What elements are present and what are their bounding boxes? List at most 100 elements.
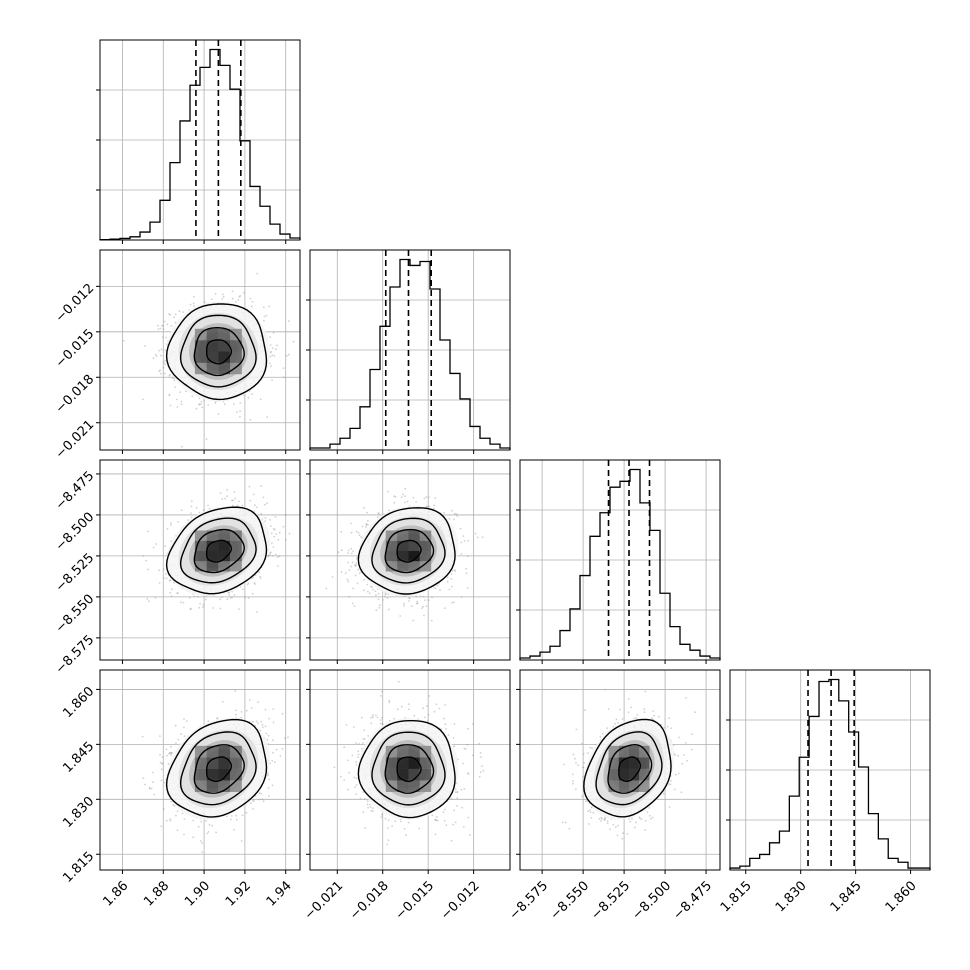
scatter-point	[238, 608, 240, 610]
scatter-point	[152, 546, 155, 549]
y-tick-label: 1.815	[60, 849, 97, 886]
scatter-point	[638, 816, 641, 819]
scatter-point	[201, 842, 203, 844]
scatter-point	[584, 709, 586, 712]
scatter-point	[388, 719, 391, 722]
scatter-point	[453, 723, 456, 725]
scatter-point	[352, 587, 355, 590]
scatter-point	[355, 562, 358, 565]
histogram-panel-1	[96, 39, 301, 244]
scatter-point	[193, 304, 196, 307]
contour-line	[193, 327, 245, 377]
scatter-point	[466, 555, 469, 558]
scatter-point	[357, 750, 360, 753]
scatter-point	[160, 779, 163, 782]
scatter-point	[384, 593, 387, 596]
scatter-point	[670, 727, 672, 730]
scatter-point	[265, 314, 268, 317]
scatter-point	[268, 305, 270, 308]
scatter-point	[157, 324, 159, 327]
density-bin	[397, 550, 409, 562]
scatter-point	[403, 827, 406, 830]
scatter-point	[402, 493, 404, 496]
density-bin	[608, 745, 619, 758]
scatter-point	[233, 403, 235, 405]
scatter-point	[443, 511, 445, 514]
scatter-point	[352, 550, 354, 552]
scatter-point	[162, 324, 165, 327]
scatter-point	[412, 496, 415, 499]
scatter-point	[456, 790, 459, 793]
scatter-point	[142, 555, 145, 557]
scatter-point	[433, 507, 435, 510]
scatter-point	[249, 418, 252, 421]
scatter-point	[170, 800, 173, 803]
scatter-point	[405, 834, 407, 837]
scatter-point	[233, 491, 236, 493]
scatter-point	[219, 598, 222, 601]
density-bins	[194, 745, 242, 792]
scatter-point	[463, 747, 466, 750]
scatter-point	[243, 291, 245, 294]
scatter-point	[174, 321, 177, 324]
scatter-point	[375, 609, 378, 612]
scatter-point	[207, 831, 210, 833]
scatter-point	[241, 504, 244, 507]
scatter-point	[478, 742, 480, 745]
scatter-point	[154, 353, 157, 356]
scatter-point	[163, 808, 165, 810]
scatter-point	[583, 761, 586, 764]
scatter-point	[467, 727, 469, 730]
scatter-point	[261, 798, 264, 800]
scatter-point	[382, 599, 384, 601]
scatter-point	[588, 809, 591, 811]
density-bin	[218, 768, 231, 781]
scatter-point	[189, 596, 191, 599]
scatter-point	[634, 826, 636, 829]
scatter-point	[176, 829, 179, 832]
scatter-point	[267, 734, 270, 737]
density-bin	[218, 340, 231, 352]
scatter-point	[219, 492, 222, 494]
scatter-point	[682, 754, 685, 756]
density-bin	[397, 745, 409, 758]
x-tick-label: 1.860	[883, 878, 920, 915]
density-bin	[230, 540, 242, 551]
scatter-point	[260, 512, 263, 515]
density-bin	[639, 768, 650, 781]
density-bin	[408, 745, 420, 758]
scatter-point	[205, 819, 207, 822]
scatter-point	[364, 798, 366, 800]
scatter-point	[353, 776, 356, 779]
scatter-point	[428, 505, 430, 508]
scatter-point	[371, 714, 374, 717]
contour-line	[396, 756, 422, 783]
scatter-point	[467, 816, 470, 819]
scatter-point	[269, 336, 272, 339]
scatter-point	[691, 733, 693, 736]
scatter-point	[181, 812, 184, 815]
scatter-point	[199, 602, 202, 605]
scatter-point	[190, 512, 192, 514]
x-tick-label: −8.525	[589, 878, 634, 923]
scatter-point	[454, 570, 457, 572]
scatter-point	[248, 699, 251, 701]
scatter-point	[161, 762, 164, 765]
scatter-point	[197, 595, 199, 598]
scatter-point	[288, 320, 290, 322]
scatter-point	[235, 818, 238, 821]
density-panel-1-4	[96, 669, 301, 874]
scatter-point	[614, 722, 616, 725]
scatter-point	[355, 764, 358, 766]
scatter-point	[165, 336, 168, 339]
scatter-point	[604, 817, 606, 820]
scatter-point	[166, 528, 169, 530]
scatter-point	[155, 355, 158, 358]
scatter-point	[592, 811, 595, 814]
scatter-point	[266, 502, 268, 504]
scatter-point	[202, 509, 205, 512]
scatter-point	[694, 711, 696, 714]
scatter-point	[456, 797, 459, 799]
scatter-point	[163, 781, 166, 784]
scatter-point	[668, 783, 670, 785]
